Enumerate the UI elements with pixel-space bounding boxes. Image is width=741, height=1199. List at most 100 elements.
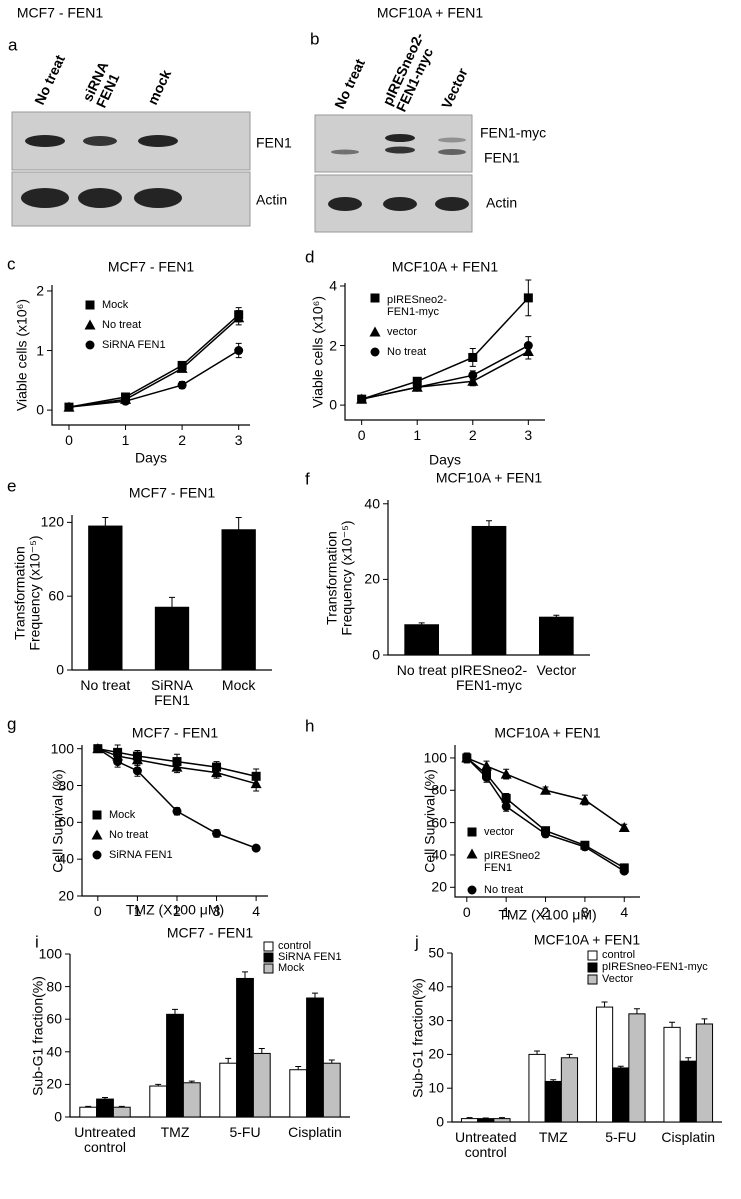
legend-label: Mock [102, 298, 129, 311]
error-bar [172, 1008, 178, 1015]
x-tick-label: 2 [541, 904, 550, 920]
legend-marker [85, 300, 95, 310]
error-bar [118, 1105, 125, 1108]
series-line [466, 757, 625, 829]
x-tick-label: 0 [93, 903, 102, 919]
legend-label: No treat [102, 318, 142, 331]
error-bar [85, 1105, 92, 1108]
series-line [361, 344, 529, 400]
band-label: FEN1-myc [480, 124, 547, 141]
blot-band [138, 135, 178, 147]
error-bar [482, 1117, 489, 1119]
y-tick-label: 0 [372, 646, 380, 663]
y-tick-label: 40 [46, 1043, 62, 1060]
legend-label: control [602, 948, 636, 961]
y-tick-label: 100 [50, 739, 74, 756]
band-label: FEN1 [484, 149, 520, 166]
legend-swatch [587, 962, 598, 973]
legend-label: No treat [484, 883, 524, 896]
bar [252, 1052, 271, 1118]
bar [322, 1062, 341, 1118]
bar [560, 1057, 579, 1123]
marker [618, 821, 630, 832]
blot-band [385, 146, 415, 154]
series-line [466, 757, 625, 872]
legend-label: control [278, 939, 312, 952]
marker [467, 375, 479, 386]
x-tick-label: 1 [121, 432, 130, 448]
legend-marker [370, 293, 380, 303]
y-tick-label: 20 [58, 887, 74, 904]
y-tick-label: 20 [428, 1045, 444, 1062]
bar [221, 529, 256, 671]
marker [468, 352, 478, 362]
bar [404, 624, 440, 656]
bar [663, 1026, 681, 1123]
legend-swatch [263, 952, 274, 963]
legend-label: Vector [602, 972, 634, 985]
blot-band [438, 149, 466, 155]
marker [480, 760, 492, 771]
bar [528, 1053, 546, 1123]
error-bar [617, 1065, 624, 1068]
axis [51, 285, 250, 426]
header: MCF7 - FEN1 [16, 4, 104, 21]
error-bar [566, 1053, 573, 1058]
bar [595, 1006, 614, 1123]
bar [149, 1085, 168, 1118]
y-tick-label: 2 [329, 336, 337, 353]
marker [113, 757, 123, 767]
chart-title: MCF7 - FEN1 [107, 258, 195, 275]
marker [211, 767, 223, 778]
y-tick-label: 0 [36, 401, 44, 418]
x-tick-label: 0 [357, 427, 366, 443]
series-line [68, 349, 240, 408]
legend-marker [370, 347, 380, 357]
band-label: Actin [486, 194, 518, 211]
chart-title: MCF7 - FEN1 [166, 924, 254, 941]
marker [251, 843, 261, 853]
x-tick-label: 0 [65, 432, 73, 448]
x-tick-label: pIRESneo2- FEN1-myc [450, 662, 528, 694]
error-bar [258, 1048, 265, 1054]
marker [412, 376, 422, 386]
blot-band [134, 188, 182, 208]
x-tick-label: Cisplatin [288, 1124, 342, 1140]
legend-label: SiRNA FEN1 [109, 848, 173, 861]
error-bar [102, 1096, 108, 1100]
x-tick-label: 3 [580, 904, 589, 920]
marker [93, 744, 103, 754]
legend-marker [466, 848, 478, 859]
marker [234, 346, 244, 356]
x-axis-label: Days [429, 451, 461, 468]
x-axis-label: Days [135, 449, 167, 466]
y-tick-label: 120 [40, 513, 64, 530]
chart-title: MCF10A + FEN1 [391, 258, 499, 275]
error-bar [169, 596, 175, 608]
chart-title: MCF10A + FEN1 [435, 469, 543, 486]
legend-label: pIRESneo2 FEN1 [484, 849, 541, 874]
marker [64, 402, 74, 412]
y-tick-label: 40 [431, 846, 447, 863]
x-tick-label: 2 [178, 432, 187, 448]
y-tick-label: 10 [428, 1079, 444, 1096]
error-bar [486, 520, 492, 527]
y-tick-label: 2 [36, 282, 44, 299]
legend-label: No treat [109, 828, 149, 841]
error-bar [418, 622, 425, 625]
blot-band [435, 197, 469, 211]
x-tick-label: No treat [80, 677, 131, 693]
band-label: FEN1 [256, 134, 292, 151]
error-bar [601, 1001, 608, 1008]
y-tick-label: 60 [431, 813, 447, 830]
header: MCF10A + FEN1 [376, 4, 484, 21]
marker [212, 828, 222, 838]
marker [177, 380, 187, 390]
bar [166, 1013, 184, 1118]
marker [171, 761, 183, 772]
y-tick-label: 0 [56, 661, 64, 678]
chart-title: MCF7 - FEN1 [131, 724, 219, 741]
marker [468, 370, 478, 380]
error-bar [225, 1057, 232, 1064]
bar [154, 606, 190, 671]
